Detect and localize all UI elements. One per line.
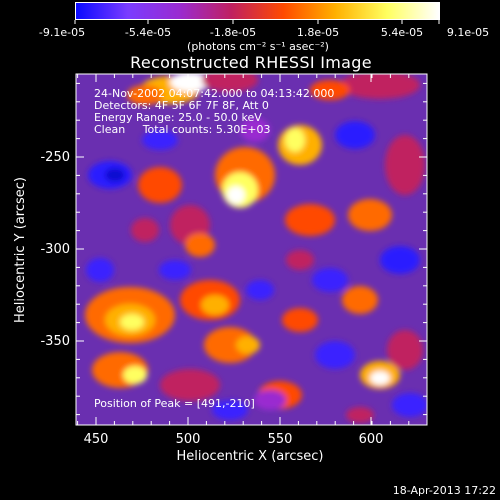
heatmap-blob	[86, 258, 114, 282]
heatmap-blob	[282, 308, 318, 332]
heatmap-blob	[387, 330, 423, 370]
heatmap-blob	[254, 390, 286, 410]
heatmap-blob	[185, 233, 215, 257]
colorbar-gradient	[76, 3, 439, 19]
heatmap-blob	[201, 295, 229, 315]
x-tick-label-600: 600	[359, 432, 384, 447]
y-axis-label: Heliocentric Y (arcsec)	[13, 177, 28, 323]
heatmap-blob	[131, 218, 159, 242]
info-line-1: Detectors: 4F 5F 6F 7F 8F, Att 0	[94, 99, 269, 112]
heatmap-blob	[340, 74, 420, 99]
heatmap-blob	[142, 130, 178, 150]
heatmap-blob	[312, 268, 348, 292]
heatmap-blob	[385, 135, 425, 195]
heatmap-blob	[315, 341, 355, 369]
peak-position-label: Position of Peak = [491,-210]	[94, 397, 255, 410]
x-tick-label-500: 500	[176, 432, 201, 447]
colorbar-tick-label-5: 9.1e-05	[447, 26, 489, 39]
colorbar-units: (photons cm⁻² s⁻¹ asec⁻²)	[187, 40, 329, 53]
heatmap-blob	[240, 118, 270, 142]
colorbar-tick-label-2: -1.8e-05	[210, 26, 256, 39]
y-tick-label-250: -250	[40, 150, 70, 165]
colorbar-tick-label-1: -5.4e-05	[125, 26, 171, 39]
heatmap-blob	[138, 167, 182, 203]
x-tick-label-550: 550	[268, 432, 293, 447]
heatmap-blob	[310, 80, 350, 100]
heatmap-blob	[160, 369, 220, 401]
info-line-0: 24-Nov-2002 04:07:42.000 to 04:13:42.000	[94, 87, 334, 100]
y-tick-label-350: -350	[40, 334, 70, 349]
x-tick-label-450: 450	[84, 432, 109, 447]
y-tick-label-300: -300	[40, 242, 70, 257]
heatmap-blob	[335, 121, 375, 149]
colorbar-tick-label-0: -9.1e-05	[39, 26, 85, 39]
heatmap-blob	[246, 280, 274, 300]
plot-title: Reconstructed RHESSI Image	[130, 53, 372, 72]
heatmap-blob	[212, 400, 248, 420]
heatmap-image	[85, 74, 427, 423]
heatmap-blob	[286, 250, 314, 270]
colorbar	[75, 2, 440, 20]
heatmap-blob	[120, 314, 144, 330]
heatmap-blob	[346, 407, 374, 423]
heatmap-blob	[170, 74, 210, 92]
footer-timestamp: 18-Apr-2013 17:22	[393, 484, 496, 497]
heatmap-blob	[348, 199, 392, 231]
heatmap-blob	[123, 366, 147, 384]
colorbar-tick-label-3: 1.8e-05	[297, 26, 339, 39]
heatmap-blob	[236, 336, 260, 354]
heatmap-blob	[392, 393, 427, 417]
heatmap-blob	[202, 74, 258, 92]
heatmap-blob	[380, 246, 420, 274]
heatmap-blob	[227, 186, 245, 204]
colorbar-tick-label-4: 5.4e-05	[381, 26, 423, 39]
heatmap-blob	[285, 128, 305, 152]
heatmap-blob	[342, 286, 378, 314]
colorbar-axis: -9.1e-05 -5.4e-05 -1.8e-05 1.8e-05 5.4e-…	[39, 20, 489, 53]
heatmap-blob	[370, 371, 390, 385]
info-line-2: Energy Range: 25.0 - 50.0 keV	[94, 111, 262, 124]
heatmap-blob	[159, 260, 191, 280]
heatmap-blob	[285, 204, 335, 236]
heatmap-blob	[127, 85, 163, 105]
heatmap-blob	[204, 327, 256, 363]
x-axis-label: Heliocentric X (arcsec)	[177, 449, 324, 464]
info-line-3: Clean Total counts: 5.30E+03	[94, 123, 271, 136]
heatmap-blob	[105, 168, 125, 182]
